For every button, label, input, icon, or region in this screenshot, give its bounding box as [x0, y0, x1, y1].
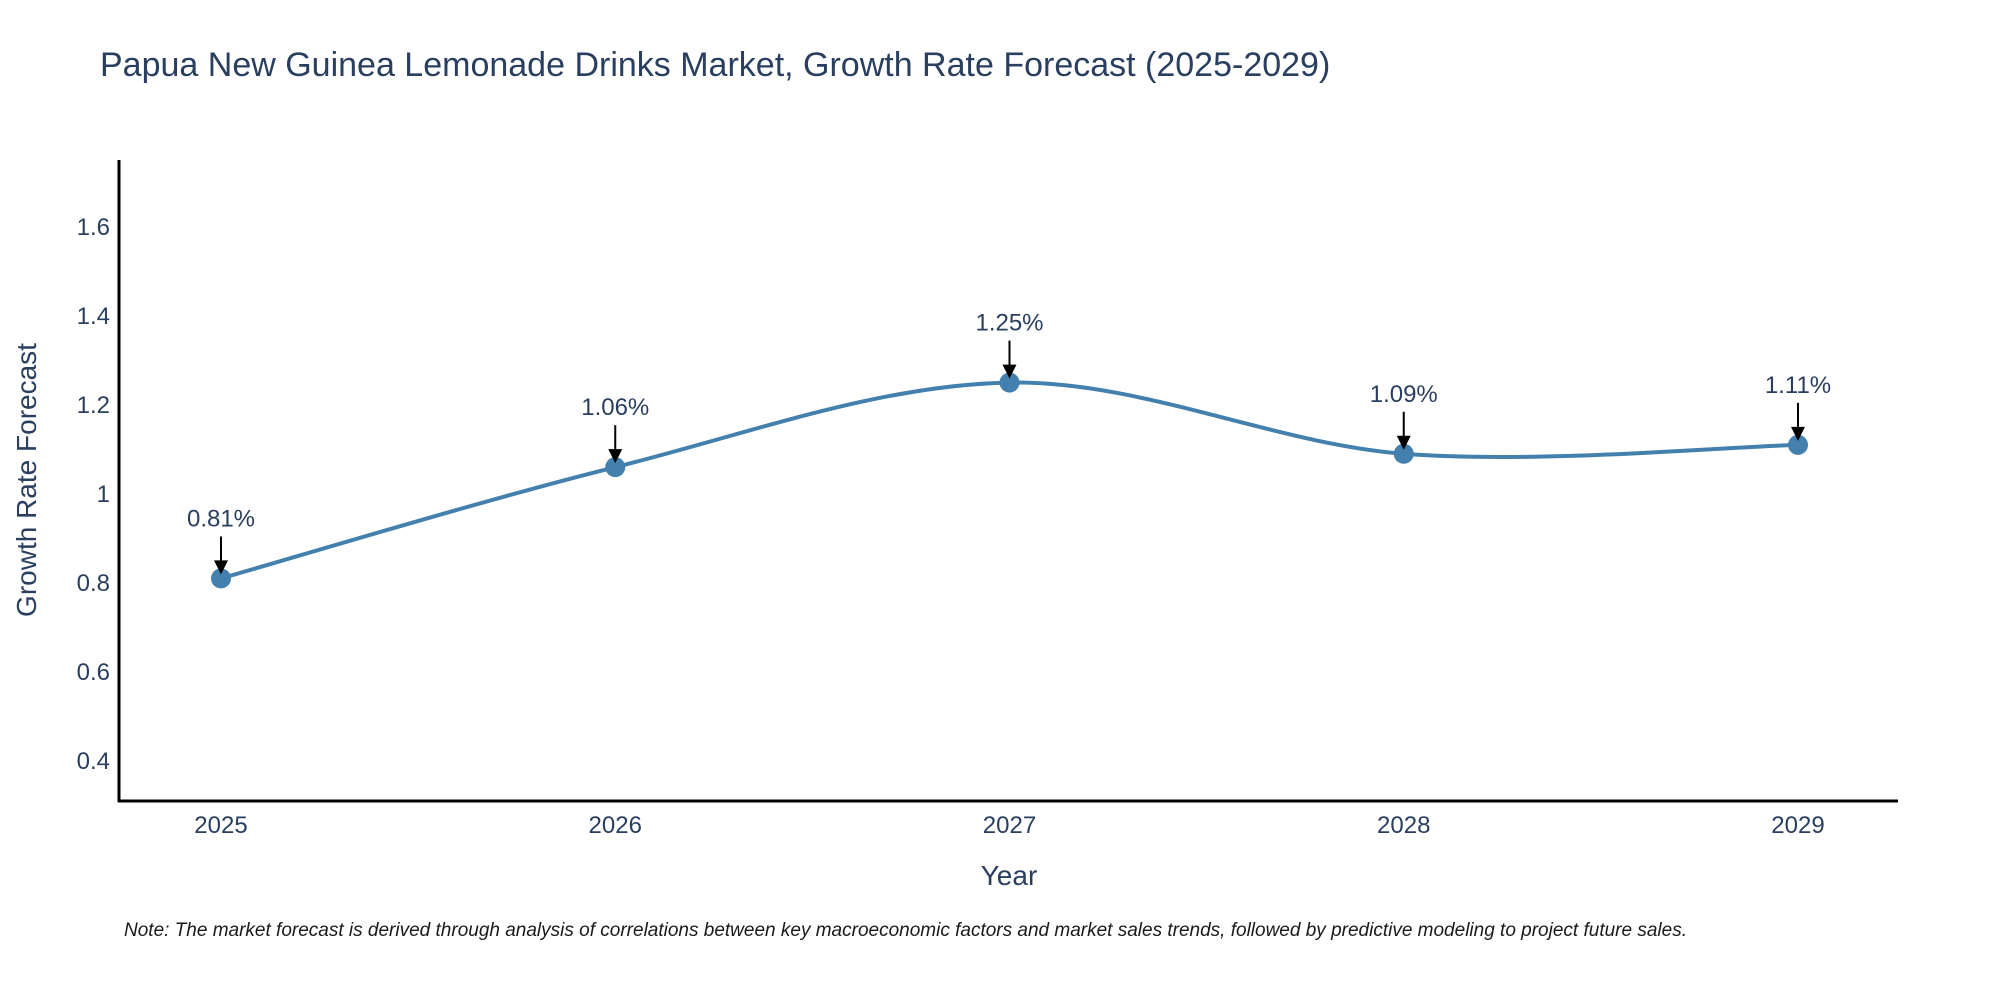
- y-tick-label: 0.6: [77, 659, 110, 686]
- y-tick-label: 1.6: [77, 214, 110, 241]
- x-tick-label: 2028: [1377, 812, 1430, 839]
- y-axis-label: Growth Rate Forecast: [11, 343, 42, 617]
- data-label: 1.11%: [1765, 372, 1831, 399]
- x-tick-label: 2027: [983, 812, 1036, 839]
- chart-title: Papua New Guinea Lemonade Drinks Market,…: [100, 46, 1331, 84]
- y-tick-label: 1.2: [77, 392, 110, 419]
- data-point[interactable]: [605, 457, 626, 478]
- annotation-arrowhead: [1791, 426, 1805, 441]
- data-label: 1.25%: [975, 310, 1043, 337]
- x-tick-label: 2029: [1771, 812, 1824, 839]
- x-axis-label: Year: [981, 860, 1038, 891]
- data-point[interactable]: [1393, 443, 1414, 464]
- x-tick-label: 2025: [194, 812, 247, 839]
- data-point[interactable]: [211, 568, 231, 589]
- series-line-group: [220, 380, 1799, 581]
- data-points: [211, 372, 1808, 589]
- data-label: 1.09%: [1370, 381, 1438, 408]
- data-label: 0.81%: [187, 505, 255, 532]
- data-point[interactable]: [1788, 434, 1808, 455]
- annotation-arrowhead: [1396, 435, 1411, 450]
- x-tick-label: 2026: [589, 812, 642, 839]
- y-tick-label: 0.4: [77, 748, 110, 775]
- x-tick-labels: 2025 2026 2027 2028 2029: [194, 812, 1824, 839]
- annotation-arrowhead: [214, 560, 228, 575]
- annotations: 0.81% 1.06% 1.25% 1.09% 1.11%: [187, 310, 1831, 575]
- data-label: 1.06%: [581, 394, 649, 421]
- footnote: Note: The market forecast is derived thr…: [124, 920, 1687, 941]
- y-tick-label: 0.8: [77, 570, 110, 597]
- series-line: [220, 380, 1799, 581]
- axes: [117, 160, 1898, 803]
- y-tick-label: 1: [97, 481, 110, 508]
- y-tick-label: 1.4: [77, 303, 110, 330]
- annotation-arrowhead: [1002, 364, 1017, 379]
- annotation-arrowhead: [608, 449, 623, 464]
- data-point[interactable]: [999, 372, 1020, 393]
- y-tick-labels: 0.4 0.6 0.8 1 1.2 1.4 1.6: [77, 214, 110, 775]
